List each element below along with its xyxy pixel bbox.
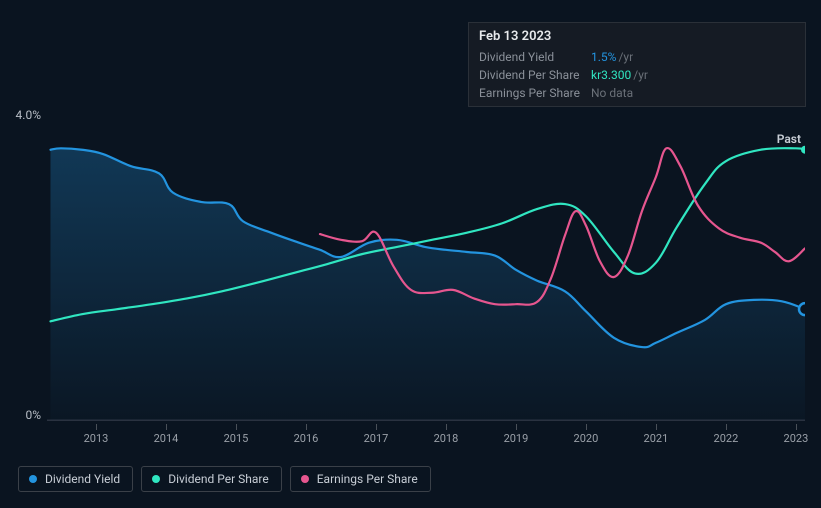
y-axis-max-label: 4.0% — [16, 108, 41, 122]
x-tick — [96, 424, 97, 430]
x-axis-label: 2020 — [574, 432, 599, 445]
x-axis-label: 2017 — [364, 432, 389, 445]
x-tick — [376, 424, 377, 430]
x-tick — [796, 424, 797, 430]
tooltip-row-label: Dividend Per Share — [479, 66, 591, 84]
tooltip-row: Dividend Yield1.5%/yr — [479, 48, 795, 66]
y-axis-min-label: 0% — [25, 408, 41, 422]
x-tick — [656, 424, 657, 430]
x-axis-label: 2021 — [644, 432, 669, 445]
tooltip-row-value: 1.5%/yr — [591, 48, 633, 66]
legend-dot-icon — [301, 475, 309, 483]
x-tick — [516, 424, 517, 430]
x-tick — [586, 424, 587, 430]
legend-label: Dividend Per Share — [168, 472, 269, 486]
legend-dot-icon — [152, 475, 160, 483]
chart-legend: Dividend Yield Dividend Per Share Earnings… — [18, 466, 431, 492]
x-tick — [306, 424, 307, 430]
tooltip-date: Feb 13 2023 — [479, 29, 795, 44]
x-axis-label: 2015 — [224, 432, 249, 445]
tooltip-row-value: No data — [591, 84, 633, 102]
tooltip-row-label: Dividend Yield — [479, 48, 591, 66]
x-tick — [236, 424, 237, 430]
x-axis-label: 2013 — [84, 432, 109, 445]
x-axis-label: 2019 — [504, 432, 529, 445]
legend-label: Dividend Yield — [45, 472, 120, 486]
x-tick — [446, 424, 447, 430]
tooltip-row-value: kr3.300/yr — [591, 66, 648, 84]
tooltip-row: Earnings Per ShareNo data — [479, 84, 795, 102]
legend-label: Earnings Per Share — [317, 472, 418, 486]
tooltip-row-label: Earnings Per Share — [479, 84, 591, 102]
x-axis-label: 2014 — [154, 432, 179, 445]
x-axis-label: 2023 — [784, 432, 809, 445]
chart-tooltip: Feb 13 2023 Dividend Yield1.5%/yrDividen… — [468, 22, 806, 107]
x-tick — [726, 424, 727, 430]
x-axis: 2013 2014 2015 2016 2017 2018 2019 2020 2021 2022… — [47, 424, 805, 448]
x-axis-label: 2018 — [434, 432, 459, 445]
x-tick — [166, 424, 167, 430]
legend-item-dividend-per-share[interactable]: Dividend Per Share — [141, 466, 282, 492]
line-chart[interactable] — [47, 134, 805, 420]
x-axis-label: 2016 — [294, 432, 319, 445]
legend-dot-icon — [29, 475, 37, 483]
past-label: Past — [777, 132, 801, 146]
legend-item-dividend-yield[interactable]: Dividend Yield — [18, 466, 133, 492]
legend-item-earnings-per-share[interactable]: Earnings Per Share — [290, 466, 431, 492]
tooltip-row: Dividend Per Sharekr3.300/yr — [479, 66, 795, 84]
x-axis-label: 2022 — [714, 432, 739, 445]
